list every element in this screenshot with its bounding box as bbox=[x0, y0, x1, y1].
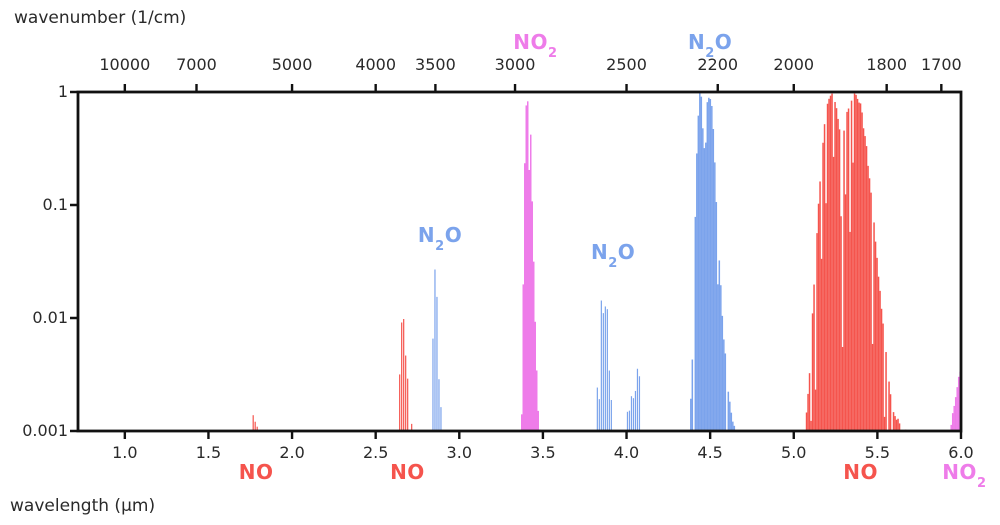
top-tick-label: 2000 bbox=[773, 55, 815, 74]
top-tick-label: 3000 bbox=[494, 55, 536, 74]
bottom-tick-label: 1.5 bbox=[195, 443, 222, 462]
top-tick-label: 4000 bbox=[355, 55, 397, 74]
molecule-label-text: NO bbox=[843, 460, 879, 484]
molecule-label-no: NO bbox=[239, 460, 274, 484]
molecule-label-text: NO bbox=[942, 460, 977, 484]
top-tick-label: 1700 bbox=[920, 55, 962, 74]
molecule-label-text: NO bbox=[513, 30, 548, 54]
molecule-label-text: N bbox=[687, 30, 706, 54]
bottom-tick-label: 2.0 bbox=[279, 443, 305, 462]
molecule-label-subscript: 2 bbox=[435, 238, 445, 254]
top-tick-label: 2200 bbox=[697, 55, 739, 74]
top-tick-label: 10000 bbox=[99, 55, 151, 74]
y-tick-label: 0.01 bbox=[32, 308, 68, 327]
molecule-label-text: O bbox=[444, 222, 463, 247]
bottom-tick-label: 4.0 bbox=[613, 443, 640, 462]
molecule-label-text: O bbox=[714, 30, 733, 54]
y-tick-label: 1 bbox=[57, 82, 68, 101]
molecule-label-no2: NO2 bbox=[942, 460, 986, 490]
molecule-label-subscript: 2 bbox=[705, 46, 715, 61]
bottom-tick-label: 5.0 bbox=[781, 443, 807, 462]
y-tick-label: 0.001 bbox=[22, 421, 68, 440]
bottom-tick-label: 5.5 bbox=[864, 443, 891, 462]
top-tick-label: 3500 bbox=[415, 55, 456, 74]
molecule-label-n2o: N2O bbox=[590, 240, 636, 270]
molecule-label-subscript: 2 bbox=[608, 256, 618, 271]
top-tick-label: 2500 bbox=[606, 55, 647, 74]
top-tick-label: 5000 bbox=[271, 55, 313, 74]
molecule-label-text: N bbox=[417, 222, 436, 247]
molecule-label-n2o: N2O bbox=[417, 222, 463, 253]
molecule-label-text: N bbox=[590, 240, 609, 264]
top-axis-title: wavenumber (1/cm) bbox=[14, 8, 187, 28]
bottom-tick-label: 3.0 bbox=[446, 443, 473, 462]
molecule-label-no: NO bbox=[390, 460, 425, 484]
bottom-axis-title: wavelength (μm) bbox=[10, 496, 156, 516]
molecule-label-text: O bbox=[617, 240, 636, 264]
bottom-tick-label: 3.5 bbox=[530, 443, 556, 462]
bottom-tick-label: 1.0 bbox=[112, 443, 138, 462]
bottom-tick-label: 4.5 bbox=[697, 443, 723, 462]
bottom-tick-label: 6.0 bbox=[948, 443, 974, 462]
molecule-label-no2: NO2 bbox=[513, 30, 557, 60]
top-tick-label: 1800 bbox=[866, 55, 908, 74]
top-tick-label: 7000 bbox=[176, 55, 217, 74]
bottom-tick-label: 2.5 bbox=[362, 443, 389, 462]
molecule-label-subscript: 2 bbox=[547, 46, 558, 61]
molecule-label-text: NO bbox=[238, 460, 274, 484]
molecule-label-n2o: N2O bbox=[687, 30, 733, 60]
molecule-label-no: NO bbox=[843, 460, 878, 484]
molecule-label-subscript: 2 bbox=[976, 476, 987, 491]
molecule-label-text: NO bbox=[390, 460, 425, 484]
y-tick-label: 0.1 bbox=[42, 195, 68, 214]
